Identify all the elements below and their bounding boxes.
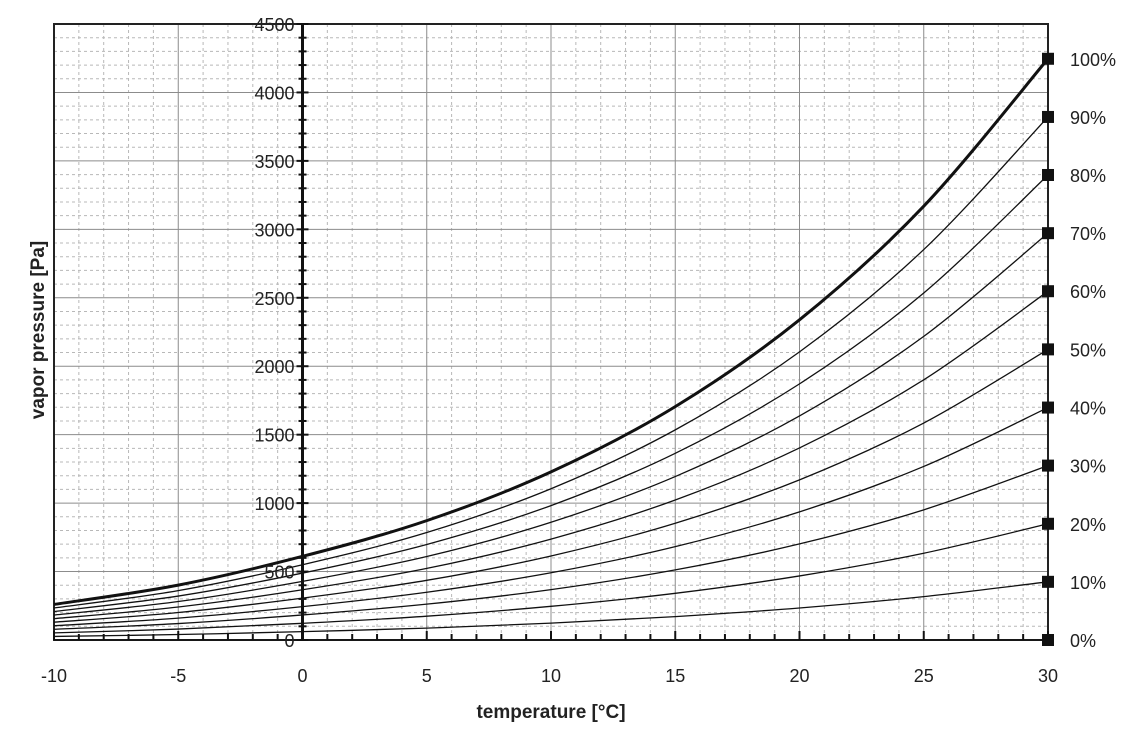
y-tick-label: 500 xyxy=(264,563,294,583)
marker-40-pct xyxy=(1042,401,1054,414)
y-tick-label: 3500 xyxy=(254,152,294,172)
series-line-20-pct xyxy=(53,523,1049,634)
x-tick-label: 20 xyxy=(789,666,809,686)
series-line-50-pct xyxy=(53,348,1049,623)
series-line-40-pct xyxy=(53,406,1049,627)
marker-100-pct xyxy=(1042,52,1054,65)
y-tick-labels: 0 500 1000 1500 2000 2500 3000 3500 4000 4500 xyxy=(254,15,294,651)
rh-label-10-pct: 10% xyxy=(1070,573,1106,593)
y-tick-label: 4500 xyxy=(254,15,294,35)
rh-label-40-pct: 40% xyxy=(1070,399,1106,419)
marker-0-pct xyxy=(1042,634,1054,646)
series-line-60-pct xyxy=(53,290,1049,620)
x-tick-label: 10 xyxy=(541,666,561,686)
rh-label-70-pct: 70% xyxy=(1070,224,1106,244)
y-tick-label: 1500 xyxy=(254,426,294,446)
rh-label-90-pct: 90% xyxy=(1070,108,1106,128)
major-grid xyxy=(53,23,1049,641)
y-axis-title: vapor pressure [Pa] xyxy=(28,241,49,419)
marker-70-pct xyxy=(1042,227,1054,240)
x-tick-label: 15 xyxy=(665,666,685,686)
rh-markers xyxy=(1042,52,1054,646)
marker-10-pct xyxy=(1042,575,1054,588)
marker-50-pct xyxy=(1042,343,1054,356)
rh-label-100-pct: 100% xyxy=(1070,50,1116,70)
series-line-100-pct xyxy=(53,57,1050,606)
series-line-70-pct xyxy=(53,232,1049,616)
x-tick-label: 30 xyxy=(1038,666,1058,686)
rh-label-30-pct: 30% xyxy=(1070,457,1106,477)
rh-label-60-pct: 60% xyxy=(1070,282,1106,302)
y-tick-label: 2500 xyxy=(254,289,294,309)
x-tick-label: -10 xyxy=(41,666,67,686)
y-tick-label: 4000 xyxy=(254,83,294,103)
x-tick-label: -5 xyxy=(170,666,186,686)
x-tick-label: 0 xyxy=(297,666,307,686)
series-line-30-pct xyxy=(53,464,1049,630)
series-line-10-pct xyxy=(53,581,1049,638)
rh-labels: 100% 90% 80% 70% 60% 50% 40% 30% 20% 10% 0% xyxy=(1070,50,1116,651)
marker-60-pct xyxy=(1042,285,1054,298)
y-tick-label: 1000 xyxy=(254,494,294,514)
rh-label-20-pct: 20% xyxy=(1070,515,1106,535)
series-line-80-pct xyxy=(53,174,1049,613)
y-tick-label: 2000 xyxy=(254,357,294,377)
rh-label-0-pct: 0% xyxy=(1070,631,1096,651)
x-axis-title: temperature [°C] xyxy=(476,702,625,723)
marker-90-pct xyxy=(1042,110,1054,123)
minor-grid xyxy=(54,24,1048,640)
marker-80-pct xyxy=(1042,168,1054,181)
series-line-90-pct xyxy=(53,116,1049,609)
y-tick-label: 3000 xyxy=(254,220,294,240)
x-tick-label: 25 xyxy=(914,666,934,686)
rh-label-80-pct: 80% xyxy=(1070,166,1106,186)
x-tick-label: 5 xyxy=(422,666,432,686)
marker-20-pct xyxy=(1042,517,1054,530)
y-tick-label: 0 xyxy=(284,631,294,651)
series-layer xyxy=(53,57,1050,641)
x-tick-labels: -10 -5 0 5 10 15 20 25 30 xyxy=(41,666,1058,686)
rh-label-50-pct: 50% xyxy=(1070,340,1106,360)
marker-30-pct xyxy=(1042,459,1054,472)
